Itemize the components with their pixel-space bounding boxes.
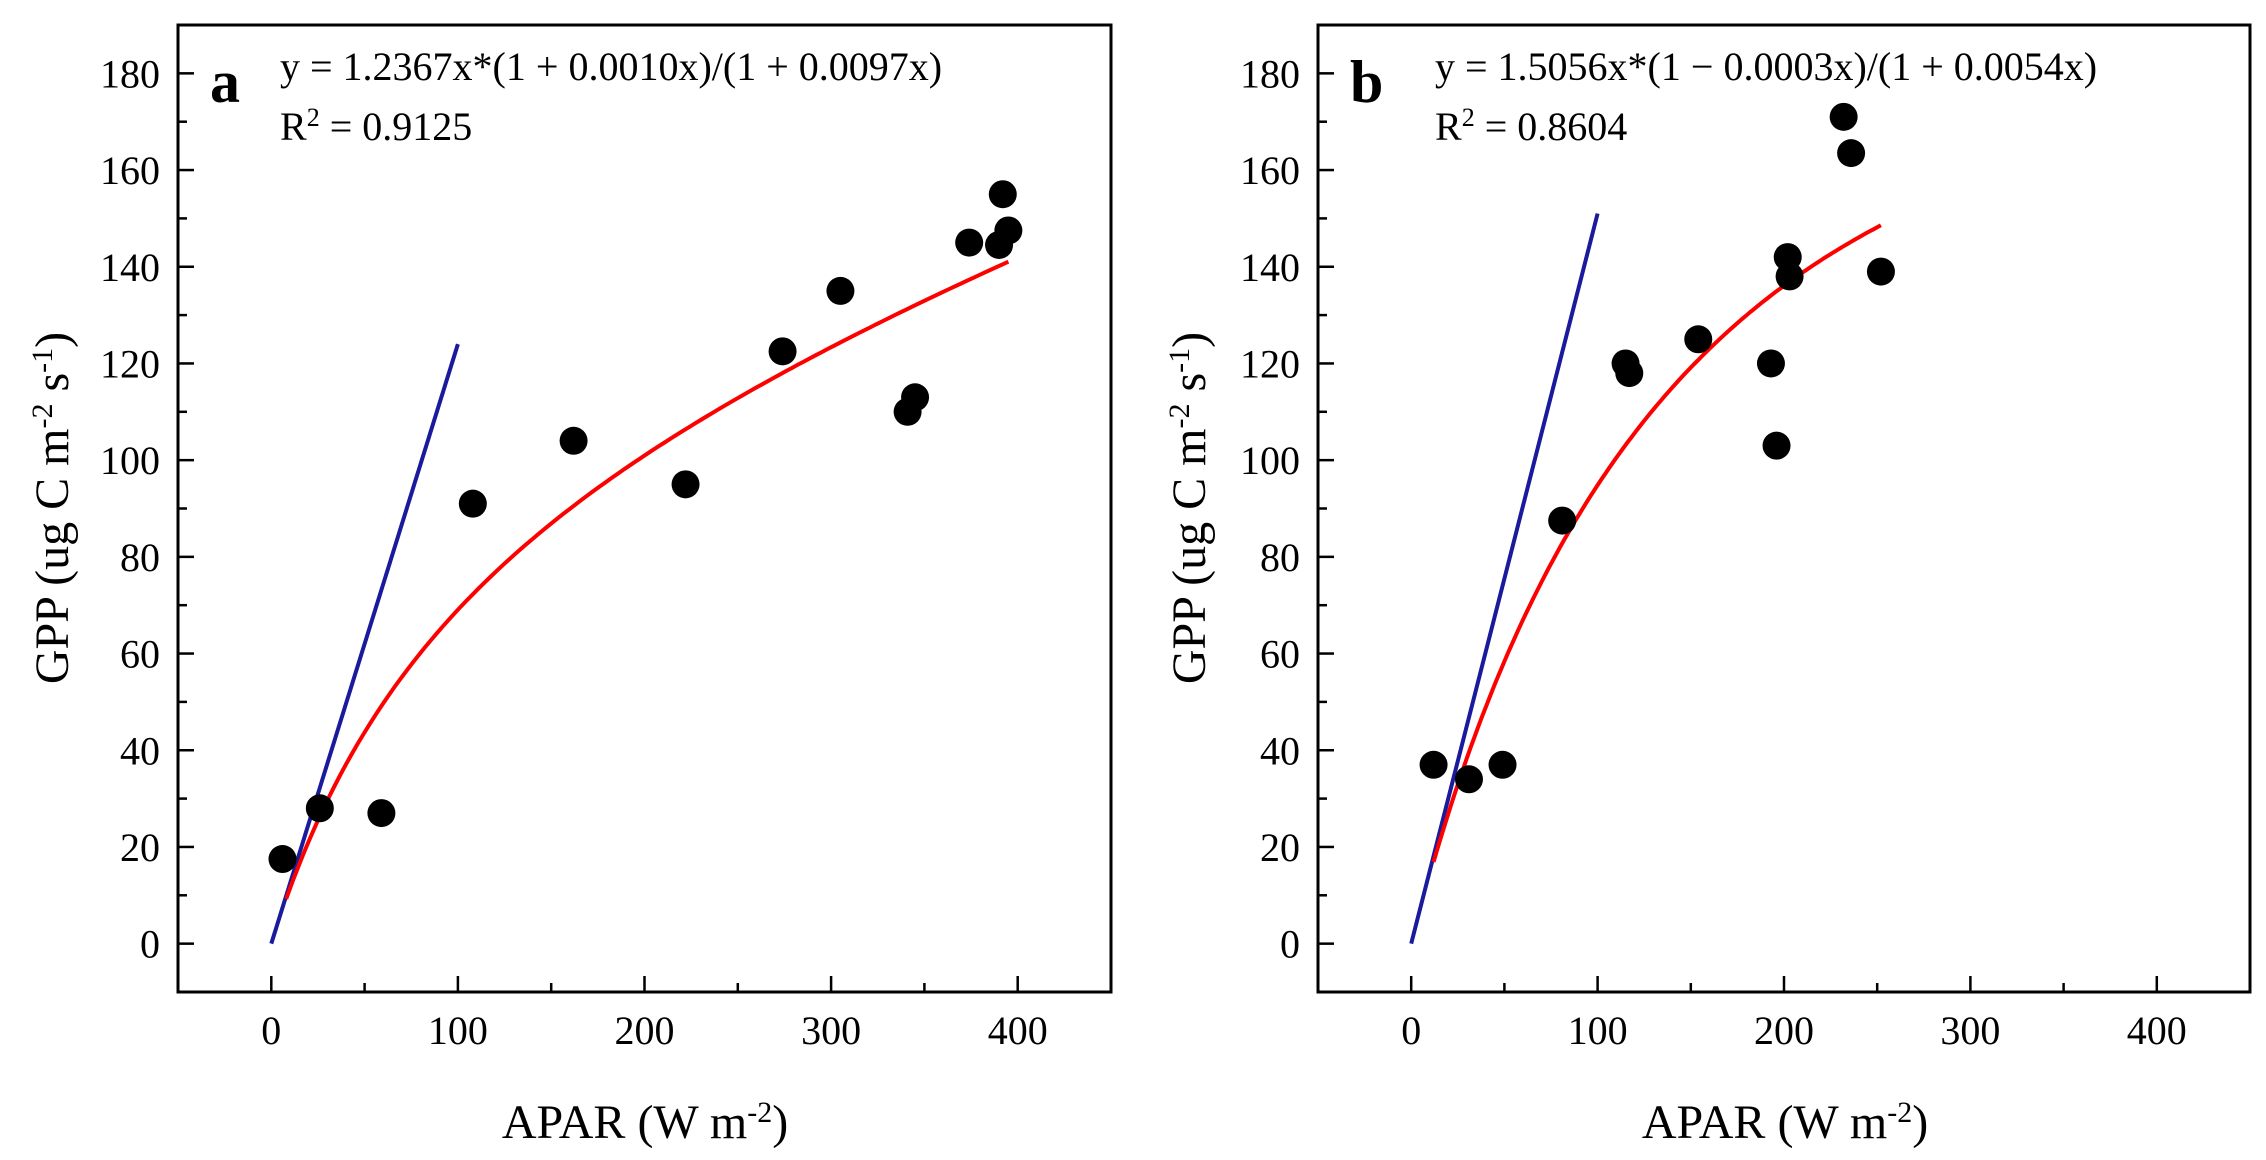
data-point [1615,359,1644,388]
y-tick-label: 80 [1260,535,1300,580]
y-tick-label: 60 [1260,632,1300,677]
y-tick-label: 100 [100,438,160,483]
data-point [901,383,930,412]
data-point [994,216,1023,245]
ticks-a: 0 100 200 300 400 0 20 40 60 80 100 120 140 160 180 [100,51,1113,1053]
y-tick-label: 120 [1240,341,1300,386]
x-axis-title-b: APAR (W m-2) [1642,1096,1928,1150]
y-tick-label: 60 [120,632,160,677]
x-tick-label: 400 [2127,1008,2187,1053]
panel-letter-a: a [210,49,240,115]
data-point [826,276,855,305]
data-point [1548,506,1577,535]
y-tick-label: 20 [120,825,160,870]
data-point [1684,325,1713,354]
y-tick-label: 40 [120,728,160,773]
y-tick-label: 160 [100,148,160,193]
data-point [367,799,396,828]
lines-b [1409,213,1882,945]
plot-frame-b [1316,23,2252,994]
initial-slope-line [269,343,460,945]
y-tick-label: 120 [100,341,160,386]
y-axis-title-b: GPP (ug C m-2 s-1) [1163,332,1217,684]
y-tick-label: 0 [1280,922,1300,967]
data-point [1762,431,1791,460]
x-axis-title-a: APAR (W m-2) [502,1096,788,1150]
data-point [955,228,984,257]
y-tick-label: 160 [1240,148,1300,193]
plot-frame-a [176,23,1113,994]
x-tick-label: 100 [1568,1008,1628,1053]
x-tick-label: 0 [261,1008,281,1053]
equation-a: y = 1.2367x*(1 + 0.0010x)/(1 + 0.0097x) [280,44,942,89]
points-a [268,180,1023,874]
ticks-b: 0 100 200 300 400 0 20 40 60 80 100 120 140 160 180 [1240,51,2252,1053]
initial-slope-line [1409,213,1600,945]
r2-a: R2 = 0.9125 [280,103,472,150]
y-tick-label: 180 [1240,51,1300,96]
data-point [1837,139,1866,168]
equation-b: y = 1.5056x*(1 − 0.0003x)/(1 + 0.0054x) [1435,44,2097,89]
y-tick-label: 40 [1260,728,1300,773]
y-tick-label: 140 [1240,245,1300,290]
x-tick-label: 300 [801,1008,861,1053]
y-tick-label: 20 [1260,825,1300,870]
y-tick-label: 140 [100,245,160,290]
panel-letter-b: b [1350,49,1383,115]
x-tick-label: 0 [1401,1008,1421,1053]
x-tick-label: 100 [428,1008,488,1053]
x-tick-label: 300 [1940,1008,2000,1053]
data-point [988,180,1017,209]
data-point [1454,765,1483,794]
data-point [458,489,487,518]
data-point [1829,102,1858,131]
y-tick-label: 100 [1240,438,1300,483]
data-point [1756,349,1785,378]
data-point [559,426,588,455]
fit-curve [1431,223,1882,863]
y-axis-title-a: GPP (ug C m-2 s-1) [26,332,80,684]
data-point [1775,262,1804,291]
y-tick-label: 0 [140,922,160,967]
data-point [268,845,297,874]
data-point [1419,750,1448,779]
data-point [671,470,700,499]
data-point [768,337,797,366]
lines-a [269,259,1010,945]
y-tick-label: 180 [100,51,160,96]
fit-curve [284,259,1010,900]
data-point [1488,750,1517,779]
data-point [305,794,334,823]
x-tick-label: 400 [988,1008,1048,1053]
data-point [1866,257,1895,286]
y-tick-label: 80 [120,535,160,580]
x-tick-label: 200 [615,1008,675,1053]
points-b [1419,102,1895,794]
x-tick-label: 200 [1754,1008,1814,1053]
r2-b: R2 = 0.8604 [1435,103,1627,150]
